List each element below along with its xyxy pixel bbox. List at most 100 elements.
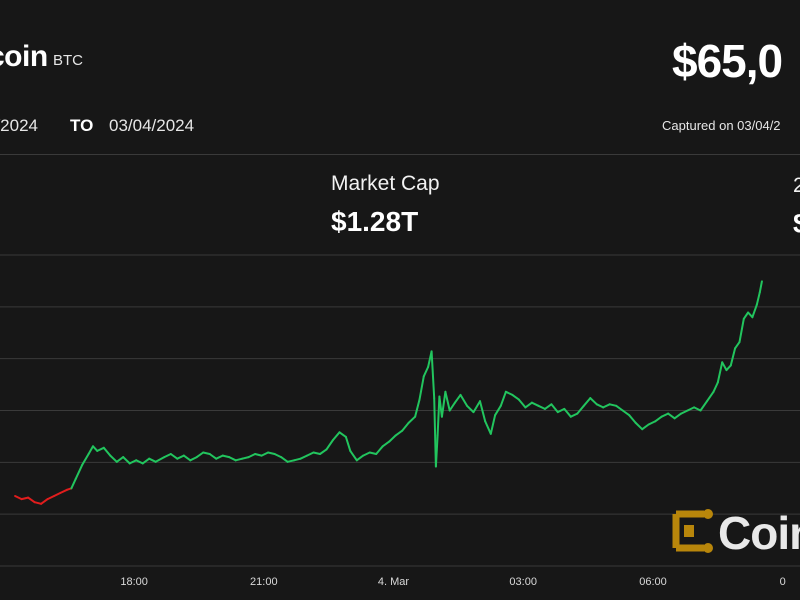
price-line-segment bbox=[20, 496, 30, 501]
price-line-segment bbox=[293, 457, 302, 462]
price-line-segment bbox=[414, 398, 421, 418]
coindesk-watermark: Coin bbox=[670, 507, 800, 559]
price-line-segment bbox=[148, 457, 157, 463]
price-line-segment bbox=[706, 390, 715, 403]
price-line-segment bbox=[319, 448, 328, 455]
price-line-segment bbox=[615, 404, 624, 412]
price-line-segment bbox=[299, 454, 308, 460]
secondary-stat-label: 2 bbox=[793, 174, 800, 197]
captured-date: Captured on 03/04/2 bbox=[662, 118, 781, 133]
price-line-segment bbox=[504, 390, 514, 396]
price-line-segment bbox=[247, 453, 257, 459]
price-line-segment bbox=[59, 488, 68, 494]
price-line-segment bbox=[135, 459, 144, 465]
price-line-segment bbox=[215, 454, 224, 460]
price-line-segment bbox=[53, 491, 62, 497]
price-line-segment bbox=[115, 456, 125, 463]
price-line-segment bbox=[667, 412, 676, 420]
price-line-segment bbox=[362, 451, 371, 457]
price-line-segment bbox=[74, 463, 84, 480]
price-line-segment bbox=[280, 456, 289, 463]
price-line-segment bbox=[46, 495, 56, 501]
price-line-segment bbox=[394, 429, 404, 437]
price-line-segment bbox=[355, 454, 365, 462]
price-line-segment bbox=[537, 404, 546, 410]
price-line-segment bbox=[647, 420, 657, 426]
price-line-segment bbox=[388, 434, 397, 443]
price-line-segment bbox=[621, 409, 631, 417]
price-line-segment bbox=[70, 477, 77, 490]
price-line-segment bbox=[758, 280, 763, 294]
price-line-segment bbox=[489, 414, 497, 435]
price-line-segment bbox=[234, 457, 244, 462]
asset-name: coin bbox=[0, 40, 48, 73]
price-line-segment bbox=[440, 390, 447, 418]
price-line-segment bbox=[267, 451, 276, 455]
price-line bbox=[14, 280, 763, 505]
price-line-segment bbox=[14, 495, 23, 501]
price-line-segment bbox=[344, 435, 352, 452]
x-tick-label: 0 bbox=[780, 576, 786, 588]
price-line-segment bbox=[434, 434, 439, 468]
price-line-segment bbox=[466, 404, 475, 414]
price-line-segment bbox=[556, 407, 566, 414]
price-line-segment bbox=[182, 454, 192, 462]
price-line-segment bbox=[254, 453, 263, 457]
chart-gridlines bbox=[0, 254, 800, 567]
price-line-segment bbox=[712, 381, 719, 393]
x-axis-ticks: 18:00 21:00 4. Mar 03:00 06:00 0 bbox=[120, 576, 785, 588]
price-line-segment bbox=[563, 407, 572, 418]
price-line-segment bbox=[349, 449, 358, 462]
price-line-segment bbox=[221, 454, 231, 459]
price-line-segment bbox=[40, 498, 49, 505]
price-line-segment bbox=[608, 403, 618, 407]
price-line-segment bbox=[141, 457, 151, 465]
price-line-segment bbox=[381, 440, 391, 448]
price-line-segment bbox=[81, 453, 90, 466]
price-line-segment bbox=[453, 393, 462, 404]
price-line-segment bbox=[27, 496, 36, 504]
price-line-segment bbox=[228, 456, 237, 462]
price-line-segment bbox=[484, 420, 492, 435]
price-line-segment bbox=[241, 456, 250, 460]
price-line-segment bbox=[286, 459, 296, 463]
price-line-segment bbox=[673, 412, 683, 420]
price-line-segment bbox=[595, 403, 605, 409]
price-line-segment bbox=[530, 401, 540, 407]
price-line-segment bbox=[654, 415, 663, 423]
price-line-segment bbox=[169, 453, 179, 460]
price-line-segment bbox=[725, 364, 732, 372]
x-tick-label: 06:00 bbox=[639, 576, 667, 588]
price-line-segment bbox=[33, 501, 43, 505]
price-line-segment bbox=[430, 350, 436, 400]
current-price: $65,0 bbox=[672, 35, 783, 87]
price-line-segment bbox=[325, 439, 334, 451]
price-line-segment bbox=[628, 414, 637, 424]
market-cap-value: $1.28T bbox=[331, 206, 419, 237]
price-line-segment bbox=[208, 453, 218, 460]
price-line-segment bbox=[422, 366, 430, 378]
price-line-segment bbox=[699, 400, 708, 412]
watermark-text: Coin bbox=[718, 507, 800, 559]
price-line-segment bbox=[582, 397, 592, 407]
price-line-segment bbox=[721, 361, 728, 372]
price-line-segment bbox=[306, 451, 315, 457]
price-line-segment bbox=[641, 423, 650, 431]
price-line-segment bbox=[517, 398, 527, 409]
price-line-segment bbox=[368, 451, 378, 455]
price-line-segment bbox=[660, 412, 670, 418]
price-line-segment bbox=[273, 453, 283, 459]
price-line-segment bbox=[122, 456, 131, 465]
price-line-segment bbox=[686, 406, 696, 412]
x-tick-label: 4. Mar bbox=[378, 576, 410, 588]
price-line-segment bbox=[742, 311, 750, 320]
price-line-segment bbox=[602, 403, 611, 409]
price-line-segment bbox=[751, 303, 758, 319]
price-line-segment bbox=[459, 393, 468, 407]
secondary-stat-value: $ bbox=[793, 208, 800, 240]
header-divider bbox=[0, 154, 800, 155]
price-line-segment bbox=[716, 361, 724, 384]
price-line-segment bbox=[569, 412, 579, 418]
price-line-segment bbox=[401, 421, 410, 432]
price-line-segment bbox=[436, 395, 441, 437]
